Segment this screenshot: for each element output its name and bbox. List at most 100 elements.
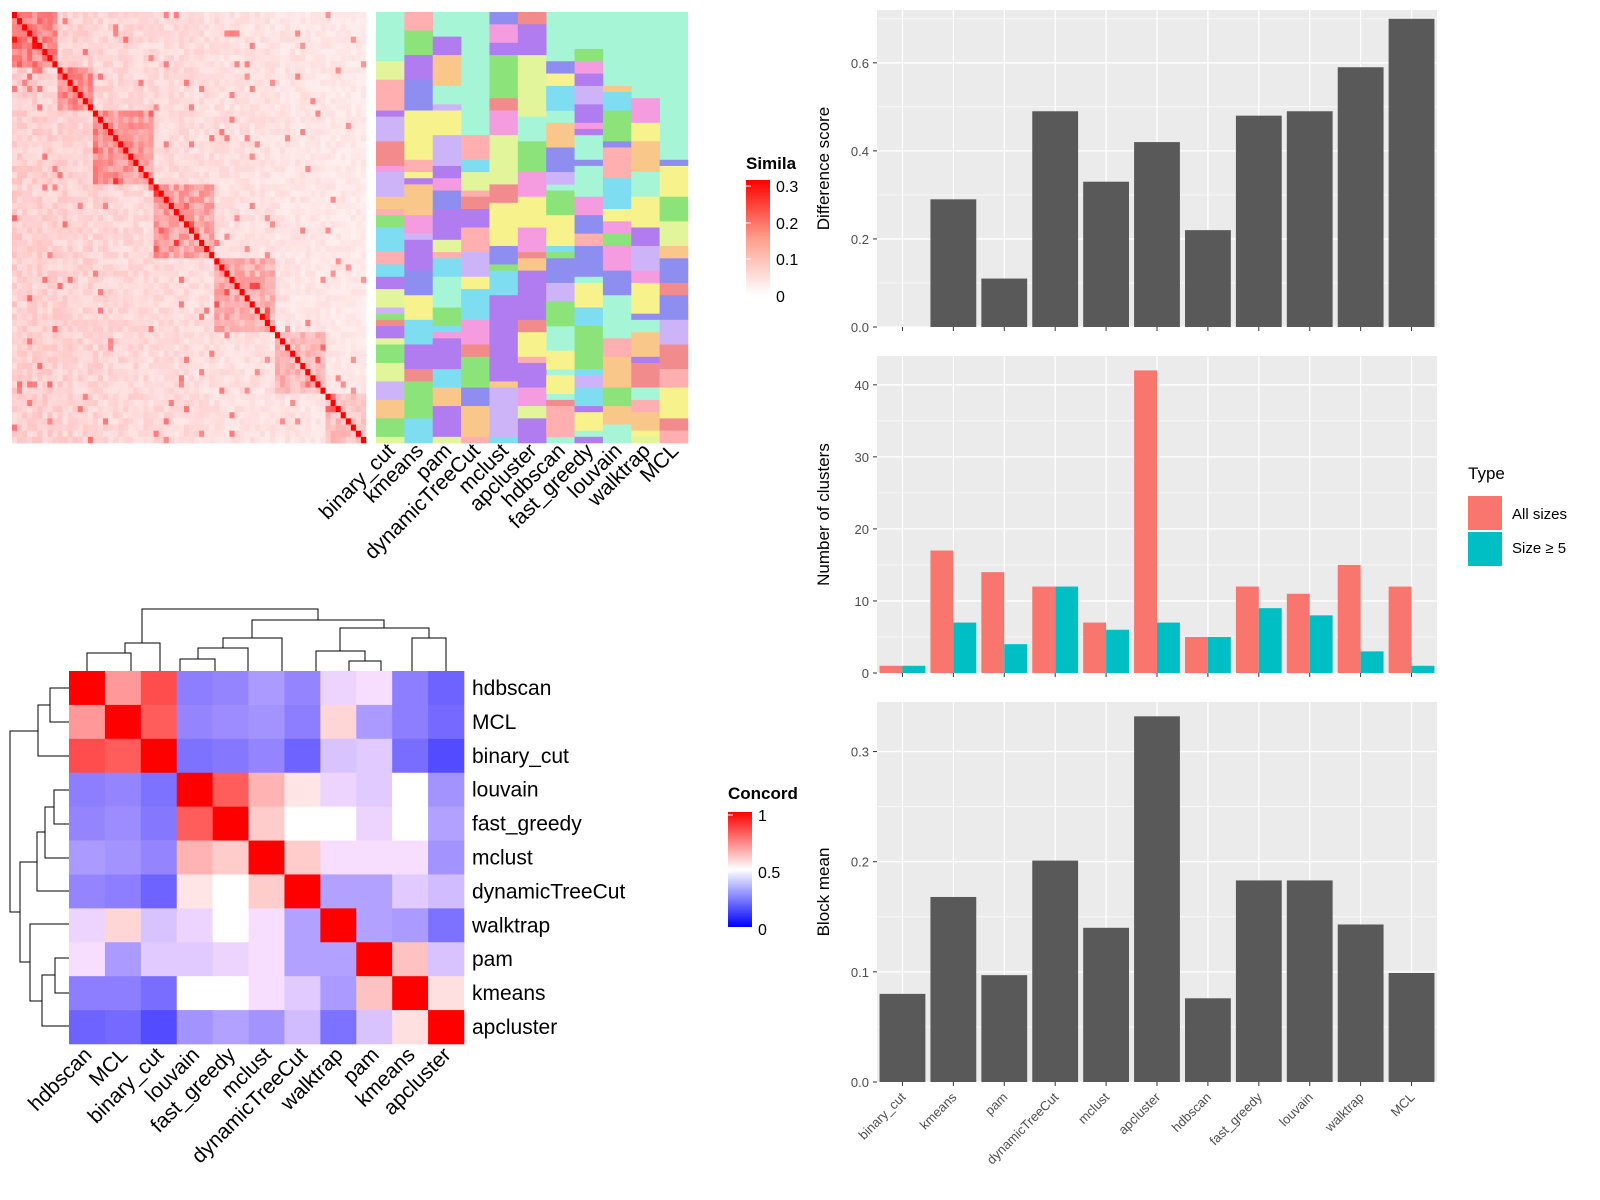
similarity-cell [320,430,326,438]
similarity-cell [92,282,99,290]
similarity-cell [77,418,84,425]
similarity-cell [305,116,311,124]
similarity-cell [295,196,301,204]
similarity-cell [27,436,33,444]
similarity-cell [12,147,18,154]
similarity-cell [290,332,296,339]
similarity-cell [67,12,73,19]
similarity-cell [57,48,63,56]
similarity-cell [290,319,296,327]
similarity-cell [214,61,220,68]
similarity-cell [259,356,266,364]
similarity-cell [178,196,185,204]
similarity-cell [355,270,362,278]
similarity-cell [113,362,119,370]
similarity-cell [97,172,104,179]
similarity-cell [194,36,200,44]
similarity-cell [72,430,79,438]
similarity-cell [315,424,321,431]
similarity-cell [320,282,326,290]
similarity-cell [219,362,225,370]
similarity-cell [310,116,316,124]
similarity-cell [204,215,210,222]
similarity-cell [355,282,362,290]
similarity-cell [62,79,68,87]
similarity-cell [254,209,261,216]
similarity-cell [118,412,124,419]
similarity-cell [67,18,73,25]
similarity-cell [320,48,326,56]
similarity-cell [138,387,144,395]
similarity-cell [320,85,326,93]
similarity-cell [194,406,200,413]
similarity-cell [163,436,170,444]
similarity-cell [274,387,281,395]
similarity-cell [37,276,43,284]
similarity-cell [219,332,225,339]
similarity-cell [77,98,84,105]
similarity-cell [214,381,220,388]
similarity-cell [189,282,195,290]
similarity-cell [123,369,129,376]
similarity-cell [214,30,220,37]
similarity-cell [295,172,301,179]
similarity-cell [335,98,342,105]
similarity-cell [52,196,58,204]
similarity-cell [360,295,367,302]
similarity-cell [249,61,256,68]
similarity-cell [62,418,68,425]
similarity-cell [183,12,190,19]
similarity-cell [264,319,271,327]
similarity-cell [148,412,154,419]
similarity-cell [320,202,326,210]
similarity-cell [62,393,68,401]
similarity-cell [345,239,352,247]
similarity-cell [189,375,195,382]
similarity-cell [315,381,321,388]
similarity-cell [224,221,230,228]
similarity-cell [219,424,225,431]
similarity-cell [163,356,170,364]
similarity-cell [239,172,245,179]
similarity-cell [27,301,33,308]
similarity-cell [57,159,63,167]
similarity-cell [269,276,276,284]
similarity-cell [27,399,33,407]
similarity-cell [22,381,28,388]
similarity-cell [345,73,352,81]
similarity-cell [204,48,210,56]
similarity-cell [189,301,195,308]
similarity-cell [72,399,79,407]
similarity-cell [290,67,296,74]
similarity-cell [254,245,261,253]
similarity-cell [158,307,165,314]
similarity-cell [340,98,347,105]
similarity-cell [82,313,89,321]
similarity-cell [22,418,28,425]
similarity-cell [148,18,154,25]
similarity-cell [239,184,245,191]
similarity-cell [12,289,18,296]
similarity-cell [52,350,58,358]
similarity-cell [345,55,352,62]
similarity-cell [77,387,84,395]
similarity-cell [153,356,159,364]
similarity-cell [148,221,154,228]
similarity-cell [229,18,235,25]
similarity-cell [214,98,220,105]
similarity-cell [325,350,331,358]
similarity-cell [47,381,53,388]
similarity-cell [264,202,271,210]
similarity-cell [249,436,256,444]
similarity-cell [57,18,63,25]
similarity-cell [108,190,114,198]
similarity-cell [360,141,367,148]
similarity-cell [204,42,210,50]
similarity-cell [290,393,296,401]
similarity-cell [183,141,190,148]
similarity-cell [189,381,195,388]
similarity-cell [269,264,276,271]
similarity-cell [244,362,250,370]
similarity-cell [274,42,281,50]
similarity-cell [67,375,73,382]
